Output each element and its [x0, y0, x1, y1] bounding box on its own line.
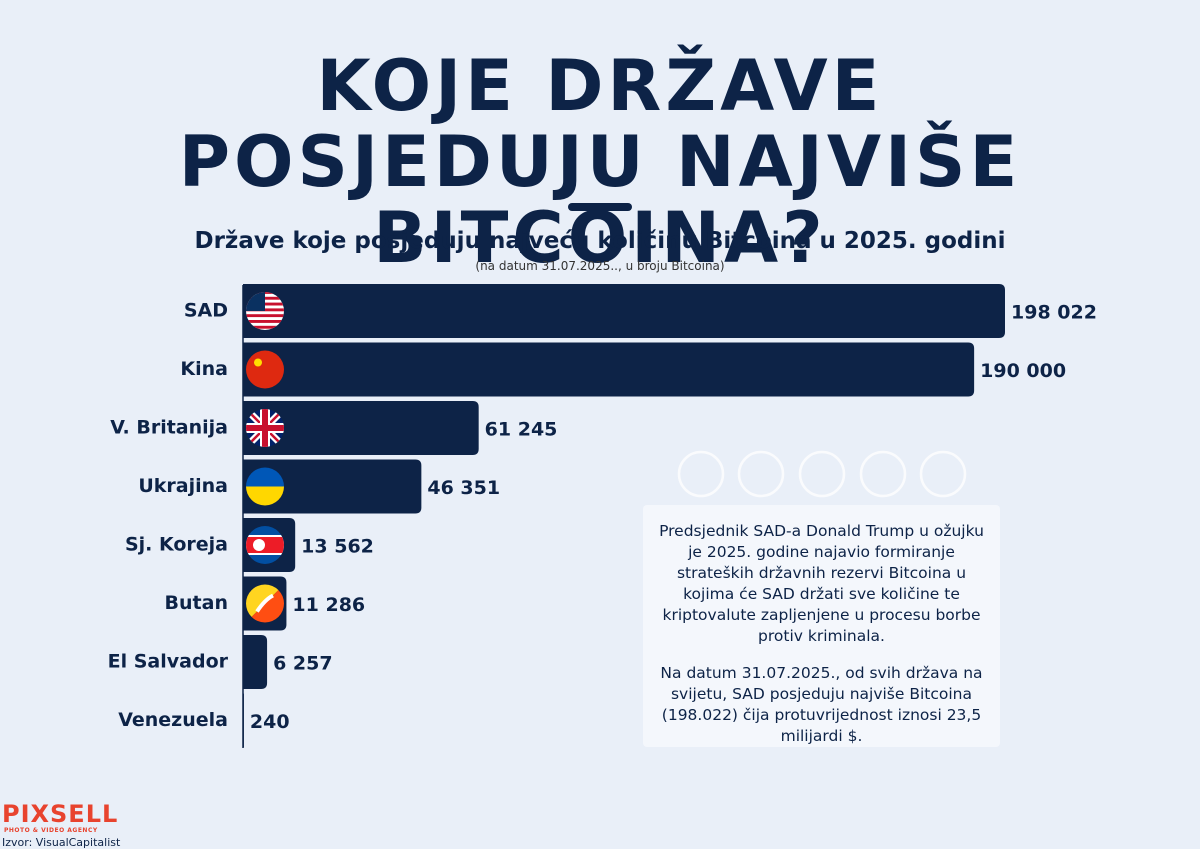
annotation: Predsjednik SAD-a Donald Trump u ožujku …: [659, 522, 984, 645]
annotation: Na datum 31.07.2025., od svih država na …: [660, 664, 983, 745]
bar: [243, 459, 422, 514]
category-label: Ukrajina: [138, 475, 228, 497]
flag: [246, 350, 284, 389]
value-label: 198 022: [1011, 302, 1097, 324]
value-label: 6 257: [273, 653, 333, 675]
logo-tagline: PHOTO & VIDEO AGENCY: [4, 827, 98, 834]
subtitle: Države koje posjeduju najveću količinu B…: [194, 228, 1006, 254]
bitcoin-icons: [677, 450, 967, 498]
flag: [246, 584, 284, 623]
bar: [243, 284, 1005, 338]
value-label: 46 351: [427, 477, 500, 499]
category-label: SAD: [184, 300, 228, 322]
value-label: 240: [250, 711, 290, 733]
flag-part: [246, 486, 284, 506]
flag-part: [246, 314, 284, 318]
category-label: Sj. Koreja: [125, 534, 228, 556]
category-label: Butan: [165, 592, 228, 614]
category-label: Venezuela: [118, 709, 228, 731]
value-label: 190 000: [980, 360, 1066, 382]
value-label: 61 245: [485, 419, 558, 441]
value-label: 13 562: [301, 536, 374, 558]
flag-part: [246, 325, 284, 329]
flag: [246, 467, 284, 506]
flag: [246, 526, 284, 564]
flag-part: [254, 358, 262, 367]
note: (na datum 31.07.2025.., u broju Bitcoina…: [475, 259, 725, 273]
flag-part: [246, 320, 284, 323]
bar: [243, 401, 479, 455]
flag: [246, 292, 284, 330]
flag-part: [246, 409, 284, 447]
bar: [243, 693, 244, 748]
category-label: El Salvador: [108, 651, 229, 673]
category-label: Kina: [180, 358, 228, 380]
bar: [243, 342, 975, 397]
annotation-box: Predsjednik SAD-a Donald Trump u ožujku …: [643, 505, 1000, 747]
flag-part: [255, 593, 274, 613]
flag-part: [246, 350, 284, 389]
flag-part: [253, 539, 265, 551]
source: Izvor: VisualCapitalist: [2, 836, 121, 849]
bar: [243, 635, 268, 689]
logo: PIXSELL: [2, 800, 119, 828]
flag: [246, 409, 284, 447]
title: KOJE DRŽAVE POSJEDUJU NAJVIŠE BITCOINA?: [178, 45, 1022, 279]
category-label: V. Britanija: [110, 417, 228, 439]
value-label: 11 286: [292, 594, 365, 616]
title-underline: [568, 203, 632, 211]
flag-part: [246, 467, 284, 487]
